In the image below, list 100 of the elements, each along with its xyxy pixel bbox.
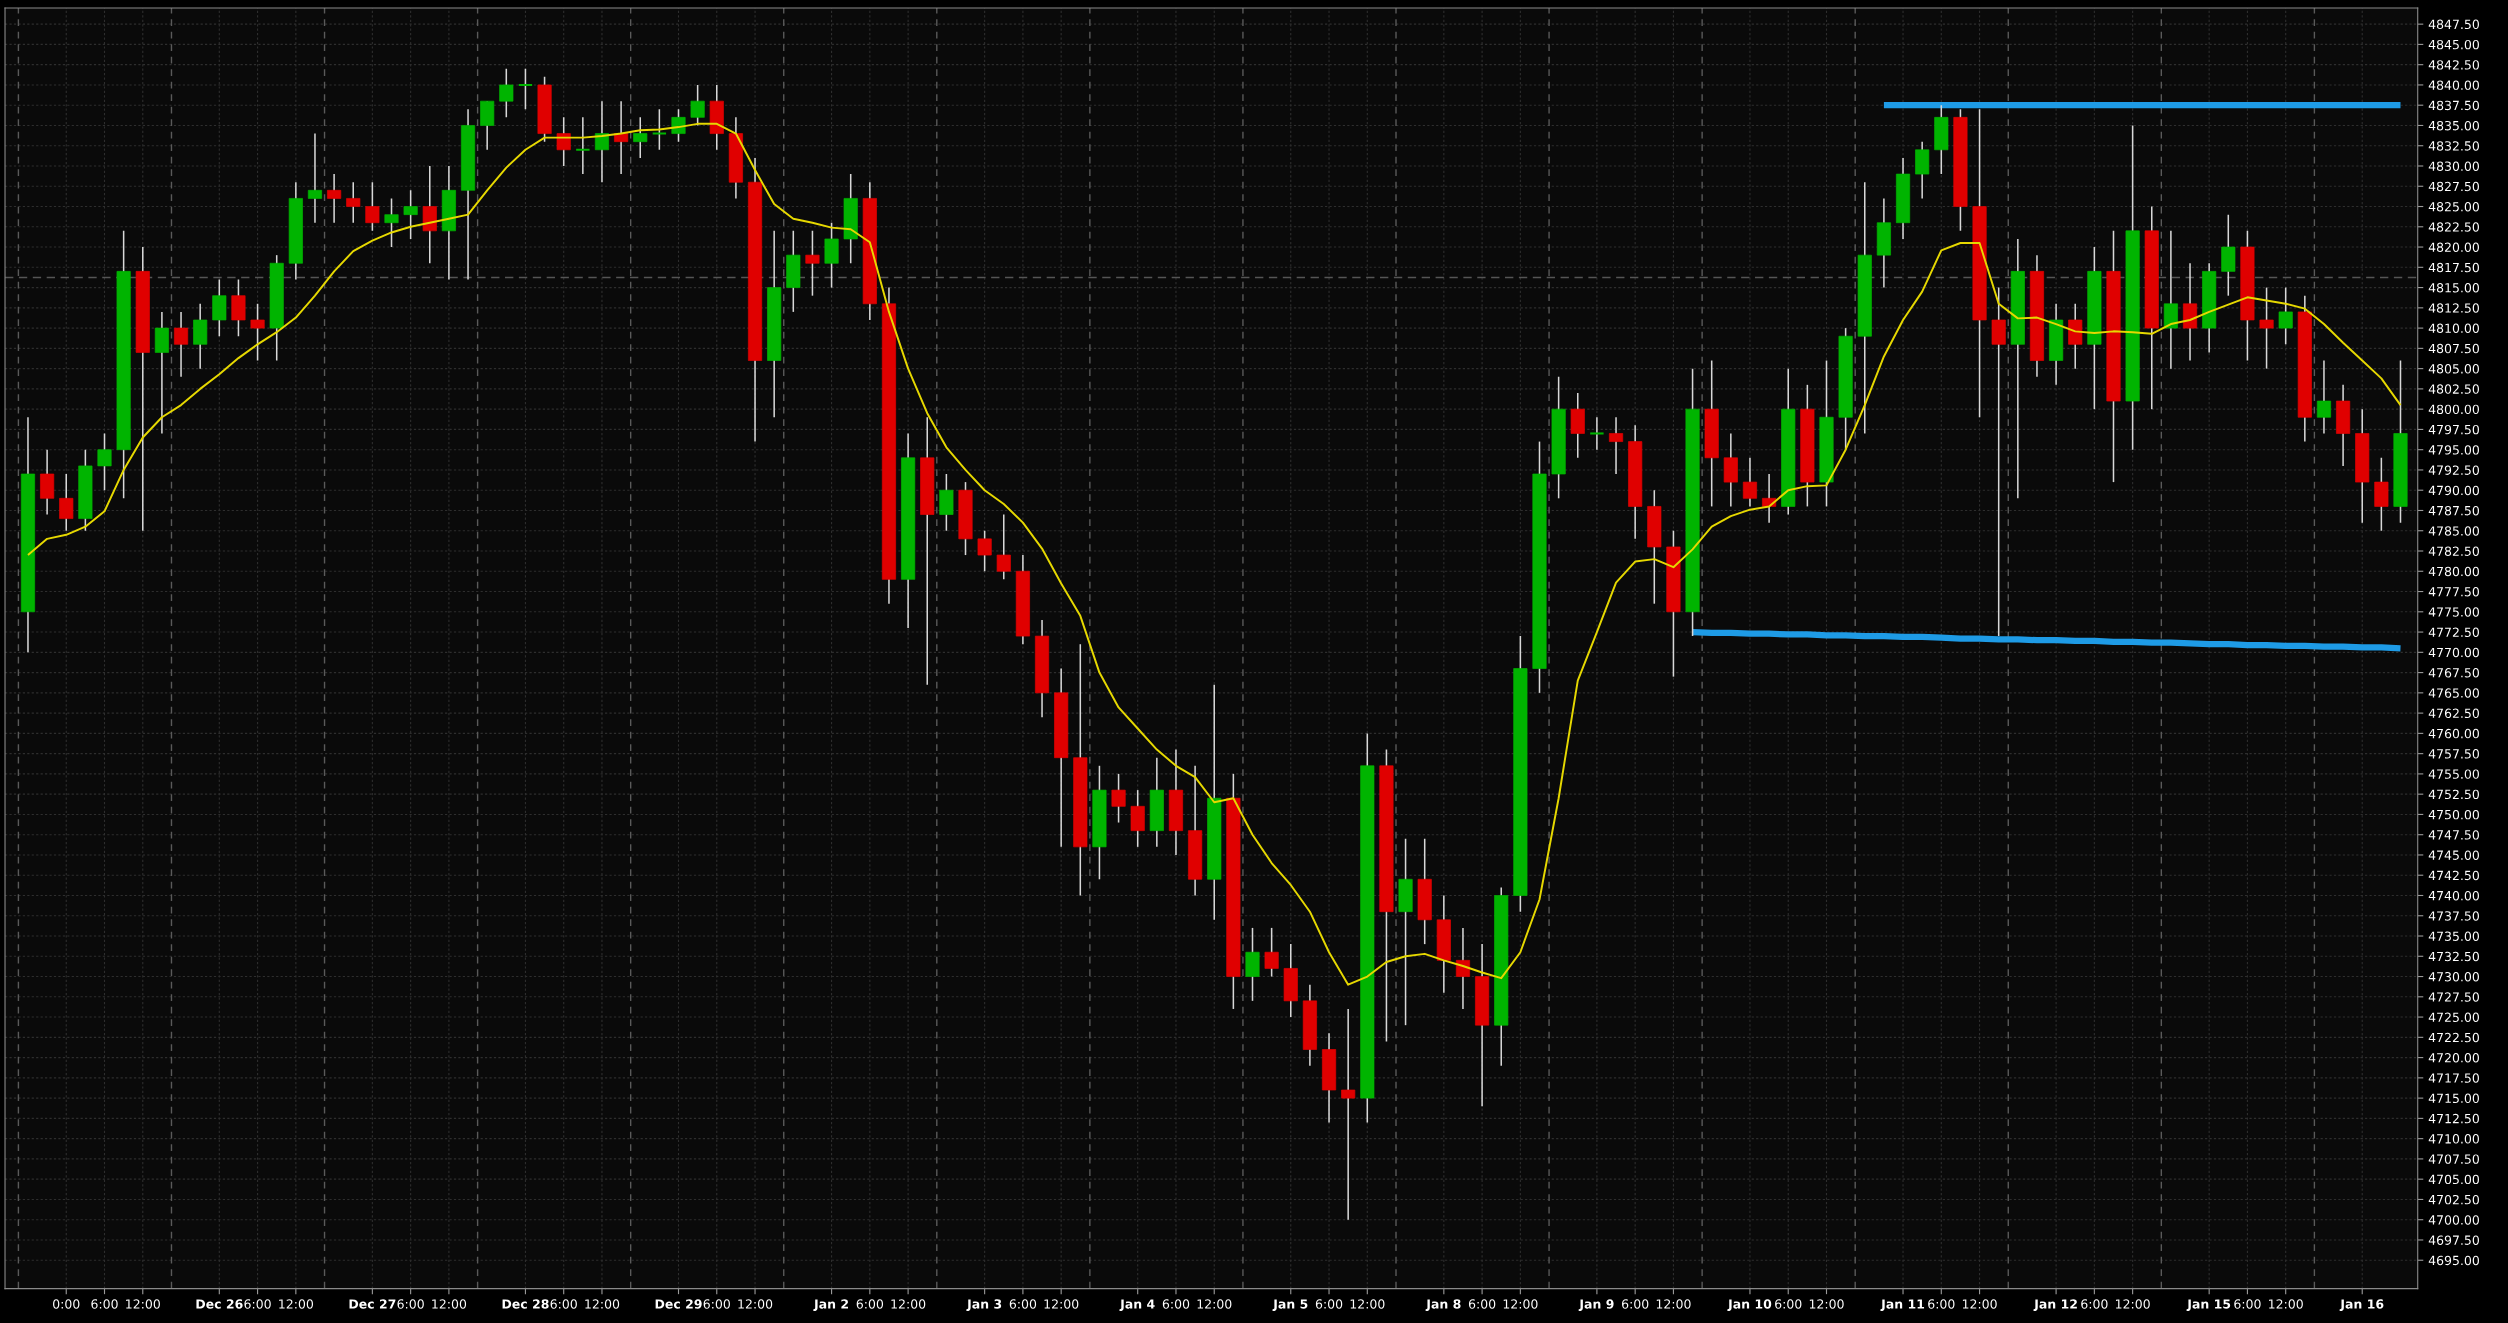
y-tick-label: 4795.00 — [2428, 445, 2479, 455]
y-tick-label: 4830.00 — [2428, 161, 2479, 171]
y-tick-label: 4812.50 — [2428, 303, 2479, 313]
x-tick-label: Jan 3 — [966, 1299, 1002, 1312]
candlestick — [996, 513, 1011, 581]
y-tick-label: 4715.00 — [2428, 1093, 2479, 1104]
y-tick-label: 4847.50 — [2428, 19, 2479, 30]
y-tick-label: 4727.50 — [2428, 992, 2479, 1002]
x-tick-label: 6:00 — [2234, 1299, 2261, 1309]
y-tick-label: 4757.50 — [2428, 749, 2479, 759]
candlestick — [517, 67, 534, 111]
x-tick-label: Jan 12 — [2033, 1299, 2077, 1312]
y-tick-label: 4750.00 — [2428, 809, 2479, 820]
x-tick-label: 12:00 — [1503, 1299, 1538, 1309]
y-tick-label: 4725.00 — [2428, 1012, 2479, 1022]
y-tick-label: 4805.00 — [2428, 364, 2479, 374]
candlestick — [1341, 1008, 1356, 1221]
y-tick-label: 4770.00 — [2428, 647, 2479, 658]
y-tick-label: 4807.50 — [2428, 343, 2479, 354]
y-tick-label: 4775.00 — [2428, 607, 2479, 617]
y-tick-label: 4697.50 — [2428, 1235, 2479, 1245]
y-tick-label: 4780.00 — [2428, 566, 2479, 577]
y-tick-label: 4825.00 — [2428, 201, 2479, 212]
y-tick-label: 4737.50 — [2428, 911, 2479, 921]
candlestick — [1991, 286, 2006, 637]
candlestick — [307, 132, 323, 224]
x-tick-label: 12:00 — [1656, 1299, 1691, 1309]
y-tick-label: 4717.50 — [2428, 1073, 2479, 1083]
x-tick-label: 12:00 — [1809, 1299, 1844, 1309]
x-tick-label: 6:00 — [1775, 1299, 1802, 1309]
y-tick-label: 4745.00 — [2428, 850, 2479, 860]
x-tick-label: Jan 8 — [1425, 1299, 1461, 1312]
y-tick-label: 4842.50 — [2428, 60, 2479, 70]
y-tick-label: 4782.50 — [2428, 546, 2479, 556]
candlestick — [1742, 457, 1758, 508]
y-tick-label: 4840.00 — [2428, 80, 2479, 90]
y-tick-label: 4755.00 — [2428, 769, 2479, 779]
x-tick-label: 12:00 — [585, 1299, 620, 1309]
y-tick-label: 4772.50 — [2428, 627, 2479, 637]
x-tick-label: 6:00 — [1162, 1299, 1190, 1309]
candlestick — [1589, 416, 1605, 451]
x-tick-label: 12:00 — [432, 1299, 467, 1309]
x-tick-label: 6:00 — [856, 1299, 884, 1309]
x-tick-label: 0:00 — [53, 1299, 80, 1309]
x-tick-label: 12:00 — [1962, 1299, 1997, 1309]
y-tick-label: 4790.00 — [2428, 485, 2479, 496]
y-tick-label: 4752.50 — [2428, 789, 2479, 800]
x-tick-label: 6:00 — [397, 1299, 424, 1309]
y-tick-label: 4787.50 — [2428, 505, 2479, 516]
candlestick — [499, 67, 514, 119]
candlestick — [651, 108, 668, 151]
x-tick-label: Jan 11 — [1880, 1299, 1925, 1312]
x-tick-label: 6:00 — [1622, 1299, 1649, 1309]
y-tick-label: 4777.50 — [2428, 587, 2479, 597]
y-tick-label: 4702.50 — [2428, 1194, 2479, 1205]
candlestick — [59, 473, 74, 532]
x-tick-label: Jan 4 — [1119, 1299, 1155, 1312]
candlestick — [250, 303, 265, 362]
x-tick-label: 6:00 — [2081, 1299, 2108, 1309]
y-tick-label: 4835.00 — [2428, 120, 2479, 131]
candlestick — [2316, 359, 2332, 435]
x-tick-label: Jan 9 — [1578, 1299, 1614, 1312]
x-tick-label: 12:00 — [2269, 1299, 2303, 1309]
candlestick — [805, 230, 820, 297]
candlestick — [1264, 927, 1279, 978]
x-tick-label: Dec 26 — [196, 1299, 243, 1309]
x-tick-label: 12:00 — [2115, 1299, 2150, 1309]
y-tick-label: 4815.00 — [2428, 283, 2479, 293]
y-tick-label: 4722.50 — [2428, 1032, 2479, 1043]
y-tick-label: 4720.00 — [2428, 1053, 2479, 1063]
candlestick — [2278, 286, 2293, 346]
candlestick — [97, 432, 112, 491]
candlestick — [575, 116, 591, 175]
candlestick — [403, 189, 418, 240]
x-tick-label: Jan 10 — [1727, 1299, 1772, 1312]
y-tick-label: 4730.00 — [2428, 972, 2479, 982]
candlestick — [1608, 416, 1624, 475]
y-tick-label: 4827.50 — [2428, 181, 2479, 192]
y-tick-label: 4712.50 — [2428, 1113, 2479, 1124]
y-tick-label: 4800.00 — [2428, 404, 2479, 415]
x-tick-label: 6:00 — [1009, 1299, 1037, 1309]
y-tick-label: 4845.00 — [2428, 39, 2479, 50]
y-tick-label: 4797.50 — [2428, 424, 2479, 435]
x-tick-label: Jan 5 — [1272, 1299, 1308, 1312]
candlestick — [384, 197, 399, 248]
candlestick — [977, 529, 992, 573]
y-tick-label: 4695.00 — [2428, 1255, 2479, 1266]
candlestick — [633, 116, 648, 159]
x-tick-label: 12:00 — [1197, 1299, 1232, 1309]
y-tick-label: 4817.50 — [2428, 262, 2479, 273]
candlestick — [2259, 286, 2274, 370]
x-tick-label: 12:00 — [891, 1299, 926, 1309]
y-tick-label: 4767.50 — [2428, 668, 2479, 678]
x-tick-label: Jan 15 — [2186, 1299, 2231, 1312]
x-tick-label: 6:00 — [1468, 1299, 1496, 1309]
x-tick-label: 6:00 — [550, 1299, 577, 1309]
y-tick-label: 4705.00 — [2428, 1174, 2479, 1185]
y-tick-label: 4785.00 — [2428, 526, 2479, 536]
y-tick-label: 4735.00 — [2428, 931, 2479, 941]
x-tick-label: 6:00 — [1315, 1299, 1343, 1309]
